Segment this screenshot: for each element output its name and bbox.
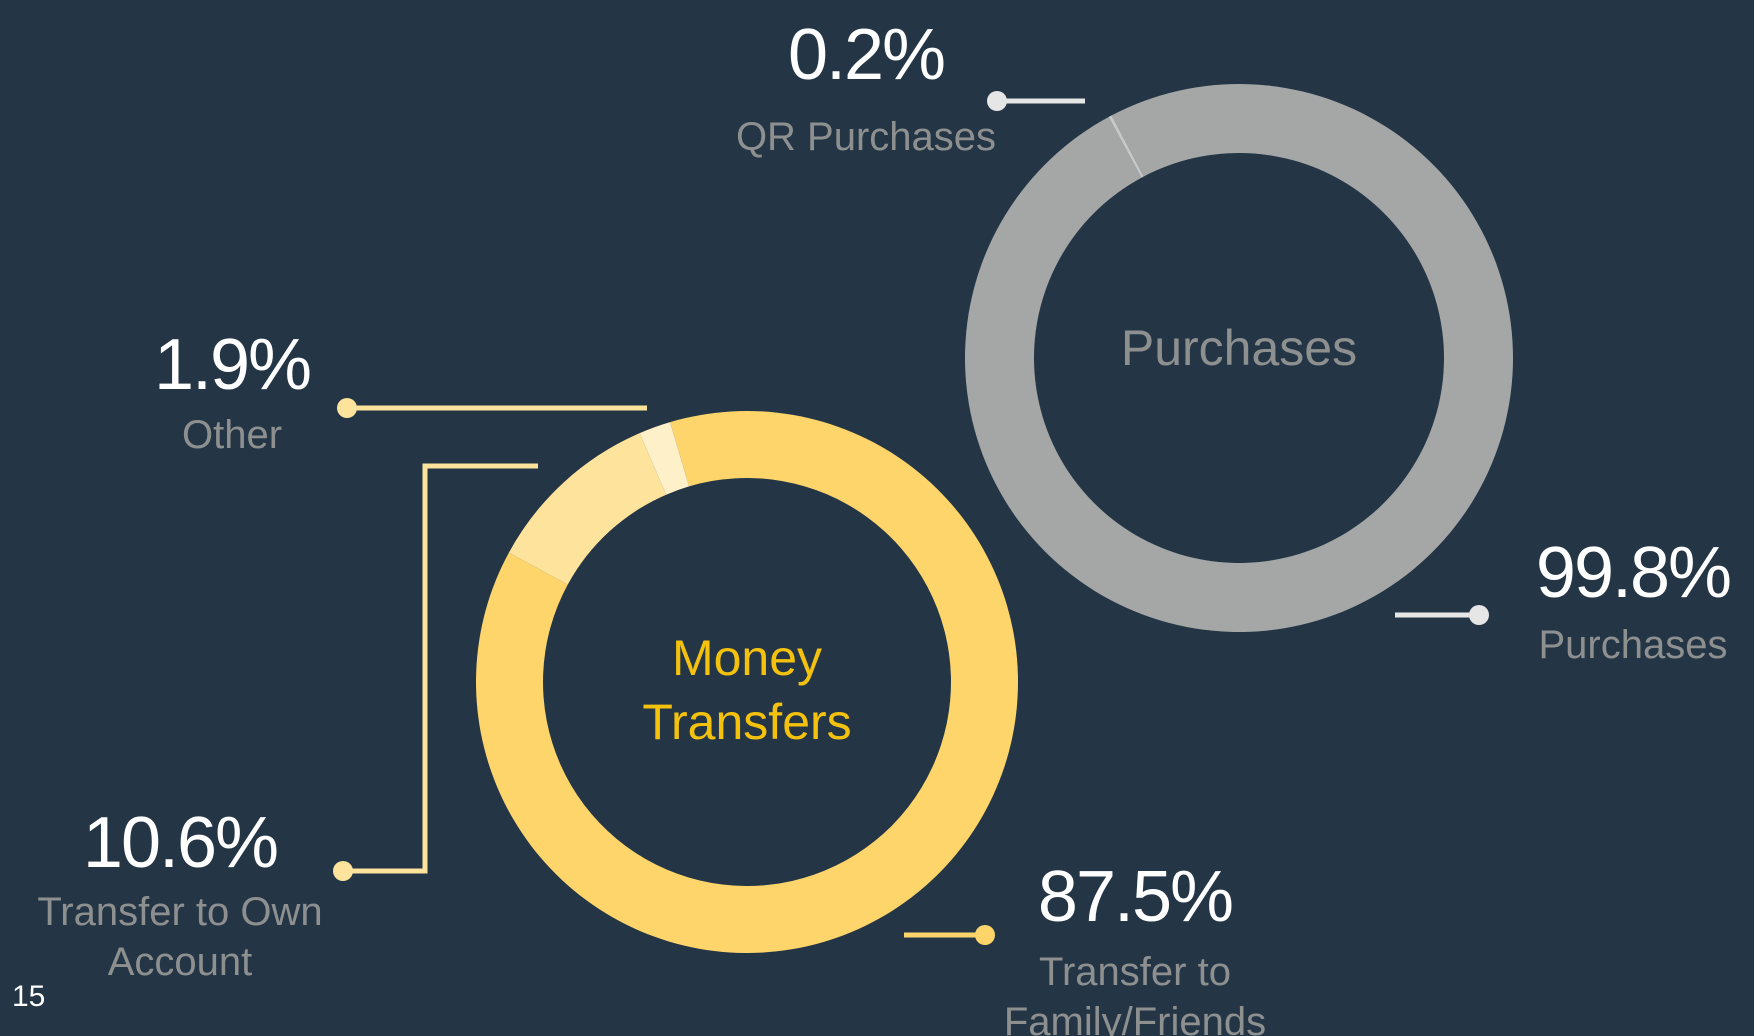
value-label: 87.5% [1037,857,1234,937]
category-label: QR Purchases [735,115,997,159]
category-label: Transfer to Own Account [37,890,323,984]
leader-dot [333,861,353,881]
donut-title: Purchases [1120,320,1358,376]
leader-dot [975,925,995,945]
leaders [333,91,1489,945]
value-label: 10.6% [82,803,279,883]
value-label: 99.8% [1535,533,1732,613]
value-label: 1.9% [153,325,312,405]
donut-title: Money Transfers [642,630,852,750]
donut-slice [508,433,667,585]
leader-dot [987,91,1007,111]
leader-dot [337,398,357,418]
leader-line [343,463,538,874]
value-label: 0.2% [787,15,946,95]
category-label: Purchases [1538,623,1728,667]
page-number: 15 [12,980,46,1013]
donut-slice [1108,115,1144,178]
category-label: Other [181,413,283,457]
category-label: Transfer to Family/Friends [1003,950,1267,1036]
leader-dot [1469,605,1489,625]
donut-slice [639,422,690,495]
